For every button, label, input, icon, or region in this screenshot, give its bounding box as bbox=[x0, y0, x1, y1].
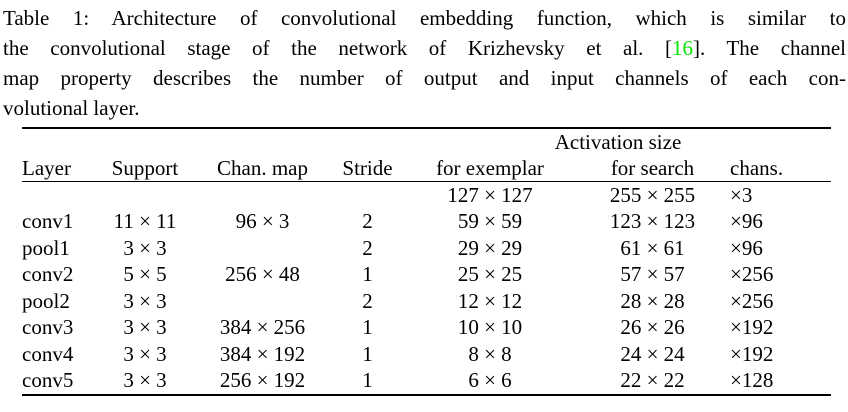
cell-layer: conv2 bbox=[22, 262, 74, 287]
cell-search: 28 × 28 bbox=[620, 288, 685, 313]
caption-line-2: the convolutional stage of the network o… bbox=[3, 33, 846, 63]
cell-layer bbox=[22, 182, 95, 209]
cell-exemplar: 59 × 59 bbox=[457, 209, 523, 234]
cell-search: 24 × 24 bbox=[620, 341, 685, 366]
cell-stride: 2 bbox=[362, 288, 373, 313]
cell-support: 5 × 5 bbox=[123, 262, 167, 287]
cell-stride: 2 bbox=[362, 209, 373, 234]
cell-stride: 1 bbox=[362, 341, 373, 366]
cell-stride: 1 bbox=[362, 262, 373, 287]
cell-stride: 1 bbox=[362, 315, 373, 340]
table-row-pool2: pool2 3 × 3 2 12 × 12 28 × 28 ×256 bbox=[22, 288, 831, 315]
cell-layer: conv5 bbox=[22, 368, 74, 393]
caption-line-4: volutional layer. bbox=[3, 96, 140, 120]
cell-support: 3 × 3 bbox=[123, 315, 167, 340]
cell-exemplar: 10 × 10 bbox=[457, 315, 523, 340]
table-row-input: 127 × 127 255 × 255 ×3 bbox=[22, 182, 831, 209]
cell-chans: ×96 bbox=[730, 209, 763, 234]
cell-search: 22 × 22 bbox=[620, 368, 685, 393]
col-header-layer: Layer bbox=[22, 155, 95, 182]
table-row-conv4: conv4 3 × 3 384 × 192 1 8 × 8 24 × 24 ×1… bbox=[22, 341, 831, 368]
cell-chans: ×256 bbox=[730, 262, 774, 287]
cell-exemplar: 25 × 25 bbox=[457, 262, 523, 287]
cell-search: 26 × 26 bbox=[620, 315, 685, 340]
cell-stride bbox=[330, 182, 405, 209]
cell-chans: ×192 bbox=[730, 315, 774, 340]
table-row-conv3: conv3 3 × 3 384 × 256 1 10 × 10 26 × 26 … bbox=[22, 315, 831, 342]
cell-chan-map: 256 × 192 bbox=[219, 368, 306, 393]
col-header-for-search: for search bbox=[575, 155, 730, 182]
col-header-chan-map: Chan. map bbox=[195, 155, 330, 182]
cell-chans: ×96 bbox=[730, 235, 763, 260]
cell-support: 3 × 3 bbox=[123, 288, 167, 313]
cell-chan-map: 256 × 48 bbox=[225, 262, 300, 287]
cell-chans: ×128 bbox=[730, 368, 774, 393]
cell-chan-map bbox=[195, 235, 330, 262]
cell-chan-map: 96 × 3 bbox=[235, 209, 290, 234]
citation-link-16[interactable]: 16 bbox=[672, 36, 693, 60]
caption-line-3: map property describes the number of out… bbox=[3, 66, 846, 90]
caption-line-1: Table 1: Architecture of convolutional e… bbox=[3, 6, 846, 30]
table-row-conv2: conv2 5 × 5 256 × 48 1 25 × 25 57 × 57 ×… bbox=[22, 262, 831, 289]
column-header-row: Layer Support Chan. map Stride for exemp… bbox=[22, 155, 832, 182]
col-header-support: Support bbox=[95, 155, 195, 182]
table-caption: Table 1: Architecture of convolutional e… bbox=[0, 0, 848, 123]
cell-chan-map bbox=[195, 288, 330, 315]
table-row-pool1: pool1 3 × 3 2 29 × 29 61 × 61 ×96 bbox=[22, 235, 831, 262]
architecture-table: Activation size Layer Support Chan. map … bbox=[22, 127, 832, 396]
cell-exemplar: 6 × 6 bbox=[468, 368, 512, 393]
cell-layer: pool2 bbox=[22, 288, 70, 313]
cell-support: 3 × 3 bbox=[123, 368, 167, 393]
cell-support: 11 × 11 bbox=[113, 209, 177, 234]
cell-support: 3 × 3 bbox=[123, 235, 167, 260]
caption-text-before-citation: the convolutional stage of the network o… bbox=[3, 36, 672, 60]
cell-exemplar: 127 × 127 bbox=[447, 182, 533, 207]
cell-search: 61 × 61 bbox=[620, 235, 685, 260]
cell-chan-map bbox=[195, 182, 330, 209]
cell-exemplar: 29 × 29 bbox=[457, 235, 523, 260]
col-header-stride: Stride bbox=[330, 155, 405, 182]
cell-search: 123 × 123 bbox=[609, 209, 696, 234]
cell-chans: ×256 bbox=[730, 288, 774, 313]
col-header-for-exemplar: for exemplar bbox=[405, 155, 575, 182]
cell-layer: conv3 bbox=[22, 315, 74, 340]
cell-support bbox=[95, 182, 195, 209]
cell-chan-map: 384 × 256 bbox=[219, 315, 306, 340]
caption-text-after-citation: ]. The channel bbox=[693, 36, 846, 60]
group-header-spacer bbox=[22, 128, 405, 155]
cell-chans: ×3 bbox=[730, 182, 753, 207]
cell-stride: 1 bbox=[362, 368, 373, 393]
table-row-conv5: conv5 3 × 3 256 × 192 1 6 × 6 22 × 22 ×1… bbox=[22, 368, 831, 396]
group-header-row: Activation size bbox=[22, 128, 831, 155]
col-header-chans: chans. bbox=[730, 155, 832, 182]
cell-chans: ×192 bbox=[730, 341, 774, 366]
cell-layer: pool1 bbox=[22, 235, 70, 260]
cell-layer: conv4 bbox=[22, 341, 74, 366]
cell-exemplar: 8 × 8 bbox=[468, 341, 512, 366]
cell-stride: 2 bbox=[362, 235, 373, 260]
cell-chan-map: 384 × 192 bbox=[219, 341, 306, 366]
cell-exemplar: 12 × 12 bbox=[457, 288, 523, 313]
cell-support: 3 × 3 bbox=[123, 341, 167, 366]
group-header-activation-size: Activation size bbox=[554, 129, 682, 154]
cell-search: 255 × 255 bbox=[609, 182, 696, 207]
cell-layer: conv1 bbox=[22, 209, 74, 234]
cell-search: 57 × 57 bbox=[620, 262, 685, 287]
table-row-conv1: conv1 11 × 11 96 × 3 2 59 × 59 123 × 123… bbox=[22, 209, 831, 236]
